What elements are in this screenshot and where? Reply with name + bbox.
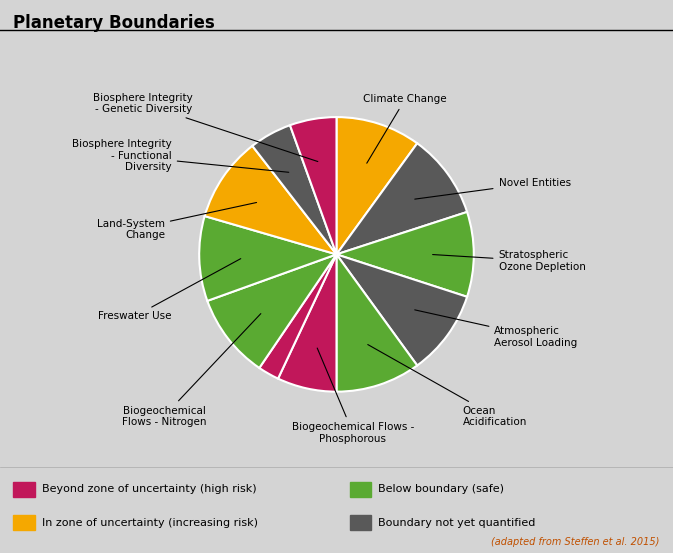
Text: Beyond zone of uncertainty (high risk): Beyond zone of uncertainty (high risk) (42, 484, 256, 494)
Wedge shape (207, 254, 336, 368)
Text: Biogeochemical Flows -
Phosphorous: Biogeochemical Flows - Phosphorous (292, 348, 414, 444)
Wedge shape (336, 212, 474, 297)
Text: Atmospheric
Aerosol Loading: Atmospheric Aerosol Loading (415, 310, 577, 347)
Text: Boundary not yet quantified: Boundary not yet quantified (378, 518, 536, 528)
Text: Biosphere Integrity
- Functional
Diversity: Biosphere Integrity - Functional Diversi… (72, 139, 289, 173)
Text: Ocean
Acidification: Ocean Acidification (367, 345, 527, 427)
Wedge shape (259, 254, 336, 379)
Text: Biosphere Integrity
- Genetic Diversity: Biosphere Integrity - Genetic Diversity (93, 92, 318, 161)
Wedge shape (205, 146, 336, 254)
Wedge shape (290, 117, 336, 254)
Wedge shape (278, 254, 336, 392)
Text: Land-System
Change: Land-System Change (97, 202, 256, 241)
Text: Planetary Boundaries: Planetary Boundaries (13, 14, 215, 32)
Wedge shape (336, 254, 417, 392)
Wedge shape (199, 216, 336, 301)
Text: Below boundary (safe): Below boundary (safe) (378, 484, 504, 494)
Wedge shape (252, 125, 336, 254)
Wedge shape (336, 117, 417, 254)
Wedge shape (336, 143, 467, 254)
Text: Stratospheric
Ozone Depletion: Stratospheric Ozone Depletion (433, 251, 586, 272)
Text: Biogeochemical
Flows - Nitrogen: Biogeochemical Flows - Nitrogen (122, 314, 261, 427)
Text: Novel Entities: Novel Entities (415, 178, 571, 199)
Text: Freswater Use: Freswater Use (98, 259, 241, 321)
Text: (adapted from Steffen et al. 2015): (adapted from Steffen et al. 2015) (491, 538, 660, 547)
Text: In zone of uncertainty (increasing risk): In zone of uncertainty (increasing risk) (42, 518, 258, 528)
Text: Climate Change: Climate Change (363, 94, 447, 163)
Wedge shape (336, 254, 467, 366)
